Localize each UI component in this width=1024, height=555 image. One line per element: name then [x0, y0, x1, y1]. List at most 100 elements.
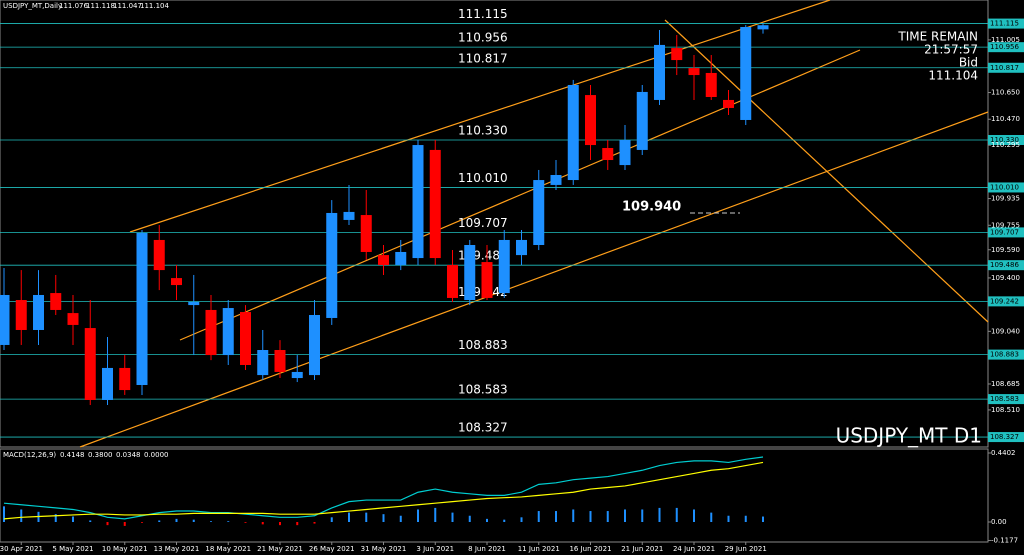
candle-body — [153, 239, 165, 271]
candle-body — [481, 262, 493, 298]
bid-label: Bid — [959, 56, 978, 70]
level-label: 108.583 — [458, 383, 508, 397]
level-label: 111.115 — [458, 7, 508, 21]
x-tick-label: 21 Jun 2021 — [621, 545, 663, 553]
candle-body — [567, 84, 579, 181]
x-tick-label: 5 May 2021 — [52, 545, 93, 553]
y-tick-label: 109.400 — [991, 274, 1020, 282]
candle-body — [498, 239, 510, 294]
candle-body — [516, 239, 527, 256]
y-tick-label: 109.590 — [991, 246, 1020, 254]
level-price-label: 108.883 — [990, 351, 1019, 359]
y-tick-label: 110.295 — [991, 141, 1020, 149]
macd-line — [3, 456, 764, 520]
macd-y-tick-label: -0.1177 — [991, 536, 1018, 544]
candle-body — [136, 232, 148, 386]
y-tick-label: 109.935 — [991, 195, 1020, 203]
macd-header: 0.4148 — [60, 451, 85, 459]
candle-body — [240, 312, 251, 365]
macd-header: 0.3800 — [88, 451, 113, 459]
time-label: TIME REMAIN — [897, 30, 978, 44]
symbol: USDJPY_MT,Daily — [3, 2, 62, 10]
candle-body — [447, 265, 458, 298]
candle-body — [412, 145, 424, 259]
trendline — [79, 111, 989, 448]
candle-body — [222, 308, 234, 356]
candle-body — [50, 293, 62, 310]
candle-body — [171, 278, 182, 286]
candle-body — [291, 371, 303, 379]
bid-value: 111.104 — [928, 69, 978, 83]
candle-body — [464, 245, 476, 301]
macd-y-tick-label: 0.00 — [991, 518, 1007, 526]
candle-body — [326, 212, 338, 318]
candle-body — [757, 25, 769, 30]
level-price-label: 109.486 — [990, 261, 1019, 269]
level-label: 110.817 — [458, 51, 508, 65]
x-tick-label: 10 May 2021 — [102, 545, 148, 553]
candle-body — [84, 328, 96, 400]
level-label: 109.707 — [458, 216, 508, 230]
level-price-box — [988, 182, 1024, 193]
y-tick-label: 111.005 — [991, 36, 1020, 44]
header-close: 111.104 — [140, 2, 169, 10]
macd-header: 0.0348 — [116, 451, 141, 459]
candle-body — [378, 255, 389, 266]
candle-body — [257, 350, 269, 376]
candle-body — [102, 367, 113, 400]
level-price-box — [988, 135, 1024, 146]
level-price-label: 109.707 — [990, 228, 1019, 236]
candle-body — [0, 294, 10, 345]
header-low: 111.047 — [113, 2, 142, 10]
level-label: 110.956 — [458, 31, 508, 45]
level-price-box — [988, 260, 1024, 271]
macd-header: MACD(12,26,9) — [3, 451, 56, 459]
macd-line — [3, 461, 764, 520]
x-tick-label: 8 Jun 2021 — [468, 545, 506, 553]
candle-body — [723, 99, 734, 108]
y-tick-label: 109.040 — [991, 327, 1020, 335]
level-price-label: 110.817 — [990, 64, 1019, 72]
level-price-box — [988, 349, 1024, 360]
y-tick-label: 109.755 — [991, 221, 1020, 229]
x-tick-label: 31 May 2021 — [361, 545, 407, 553]
watermark: USDJPY_MT D1 — [836, 424, 982, 448]
y-tick-label: 110.650 — [991, 89, 1020, 97]
candle-body — [274, 350, 286, 372]
y-tick-label: 110.470 — [991, 115, 1020, 123]
level-price-box — [988, 432, 1024, 443]
x-tick-label: 30 Apr 2021 — [0, 545, 43, 553]
level-label: 108.883 — [458, 338, 508, 352]
header-high: 111.118 — [86, 2, 115, 10]
candle-body — [619, 140, 631, 166]
x-tick-label: 13 May 2021 — [154, 545, 200, 553]
level-price-box — [988, 227, 1024, 238]
candle-body — [119, 367, 131, 391]
header-open: 111.076 — [59, 2, 88, 10]
x-tick-label: 26 May 2021 — [309, 545, 355, 553]
x-tick-label: 3 Jun 2021 — [416, 545, 454, 553]
candle-body — [205, 309, 217, 356]
candle-body — [636, 91, 648, 150]
candle-body — [654, 44, 665, 100]
x-tick-label: 21 May 2021 — [257, 545, 303, 553]
annotation: 109.940 — [622, 200, 681, 215]
candle-body — [533, 180, 545, 246]
level-price-box — [988, 42, 1024, 53]
x-tick-label: 11 Jun 2021 — [518, 545, 560, 553]
level-label: 110.330 — [458, 124, 508, 138]
level-price-box — [988, 394, 1024, 405]
level-price-label: 110.956 — [990, 43, 1019, 51]
x-tick-label: 29 Jun 2021 — [725, 545, 767, 553]
candle-body — [67, 313, 79, 325]
level-price-label: 110.330 — [990, 136, 1019, 144]
level-price-label: 108.327 — [990, 433, 1019, 441]
candle-body — [585, 95, 596, 146]
candle-body — [705, 72, 717, 97]
y-tick-label: 108.685 — [991, 380, 1020, 388]
trendline — [129, 0, 831, 233]
level-price-label: 111.115 — [990, 20, 1019, 28]
macd-y-tick-label: 0.4402 — [991, 449, 1016, 457]
candle-body — [602, 148, 614, 161]
